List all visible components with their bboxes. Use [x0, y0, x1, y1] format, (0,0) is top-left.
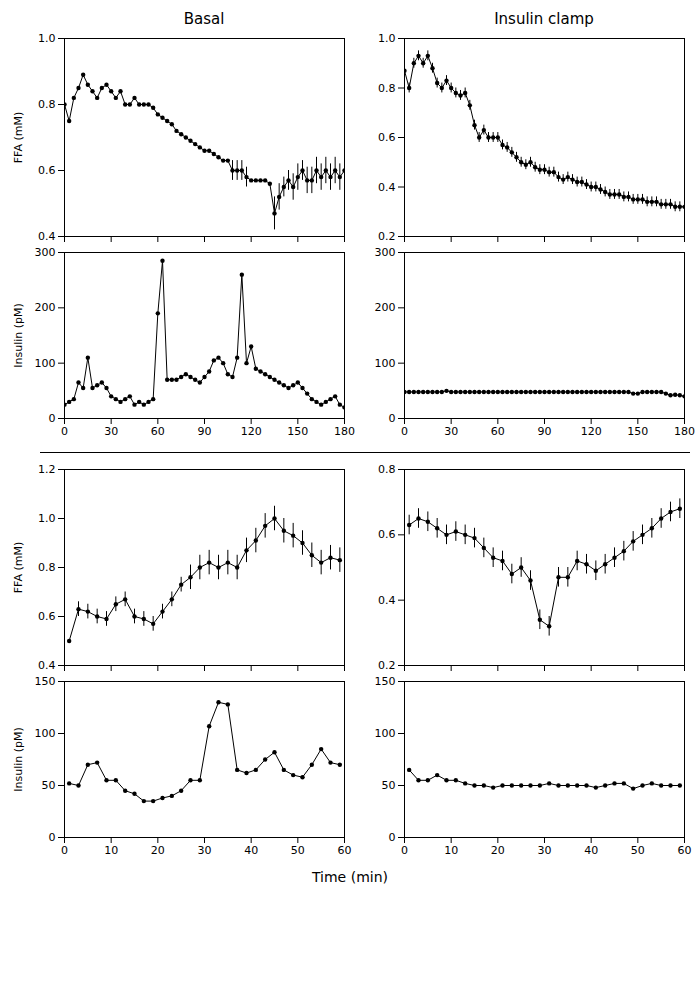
svg-text:1.2: 1.2 [38, 463, 56, 476]
svg-text:100: 100 [35, 727, 56, 740]
svg-text:1.0: 1.0 [38, 32, 56, 45]
svg-text:0.8: 0.8 [378, 82, 396, 95]
svg-text:150: 150 [35, 675, 56, 688]
svg-text:10: 10 [104, 844, 118, 857]
svg-text:0.4: 0.4 [38, 659, 56, 672]
svg-text:0.8: 0.8 [38, 98, 56, 111]
svg-text:100: 100 [375, 357, 396, 370]
svg-text:0.6: 0.6 [38, 164, 56, 177]
svg-text:Insulin (pM): Insulin (pM) [12, 727, 25, 792]
svg-text:0.6: 0.6 [378, 131, 396, 144]
svg-text:0.4: 0.4 [38, 230, 56, 243]
svg-text:40: 40 [584, 844, 598, 857]
svg-text:50: 50 [631, 844, 645, 857]
svg-text:300: 300 [375, 246, 396, 259]
svg-text:200: 200 [375, 301, 396, 314]
svg-text:50: 50 [42, 779, 56, 792]
svg-text:300: 300 [35, 246, 56, 259]
svg-text:30: 30 [444, 425, 458, 438]
svg-text:0: 0 [389, 412, 396, 425]
svg-text:150: 150 [375, 675, 396, 688]
svg-text:150: 150 [287, 425, 308, 438]
svg-text:90: 90 [198, 425, 212, 438]
svg-text:120: 120 [581, 425, 602, 438]
svg-text:0: 0 [49, 831, 56, 844]
svg-text:60: 60 [338, 844, 352, 857]
svg-text:60: 60 [678, 844, 692, 857]
svg-text:0.4: 0.4 [378, 594, 396, 607]
svg-text:20: 20 [151, 844, 165, 857]
svg-text:0.6: 0.6 [378, 528, 396, 541]
svg-text:30: 30 [538, 844, 552, 857]
svg-text:100: 100 [375, 727, 396, 740]
svg-text:60: 60 [151, 425, 165, 438]
html-text:Insulin clamp: Insulin clamp [494, 10, 594, 28]
svg-text:1.0: 1.0 [378, 32, 396, 45]
svg-text:20: 20 [491, 844, 505, 857]
svg-text:40: 40 [244, 844, 258, 857]
svg-text:0.4: 0.4 [378, 181, 396, 194]
svg-text:50: 50 [382, 779, 396, 792]
svg-text:90: 90 [538, 425, 552, 438]
html-text:Time (min): Time (min) [312, 869, 388, 885]
svg-text:60: 60 [491, 425, 505, 438]
svg-text:50: 50 [291, 844, 305, 857]
svg-text:10: 10 [444, 844, 458, 857]
svg-text:0: 0 [61, 844, 68, 857]
svg-text:180: 180 [334, 425, 355, 438]
svg-text:FFA (mM): FFA (mM) [12, 542, 25, 593]
svg-text:FFA (mM): FFA (mM) [12, 112, 25, 163]
svg-text:150: 150 [627, 425, 648, 438]
svg-text:1.0: 1.0 [38, 512, 56, 525]
svg-text:0: 0 [401, 425, 408, 438]
svg-text:0.2: 0.2 [378, 659, 396, 672]
svg-text:0.6: 0.6 [38, 610, 56, 623]
svg-text:30: 30 [104, 425, 118, 438]
svg-text:Insulin (pM): Insulin (pM) [12, 303, 25, 368]
svg-text:0.8: 0.8 [378, 463, 396, 476]
svg-text:120: 120 [241, 425, 262, 438]
svg-text:0.2: 0.2 [378, 230, 396, 243]
svg-text:0: 0 [61, 425, 68, 438]
svg-text:100: 100 [35, 357, 56, 370]
svg-text:0.8: 0.8 [38, 561, 56, 574]
svg-text:30: 30 [198, 844, 212, 857]
svg-text:0: 0 [401, 844, 408, 857]
svg-text:180: 180 [674, 425, 695, 438]
html-text:Basal: Basal [183, 10, 225, 28]
svg-text:200: 200 [35, 301, 56, 314]
svg-text:0: 0 [389, 831, 396, 844]
svg-text:0: 0 [49, 412, 56, 425]
